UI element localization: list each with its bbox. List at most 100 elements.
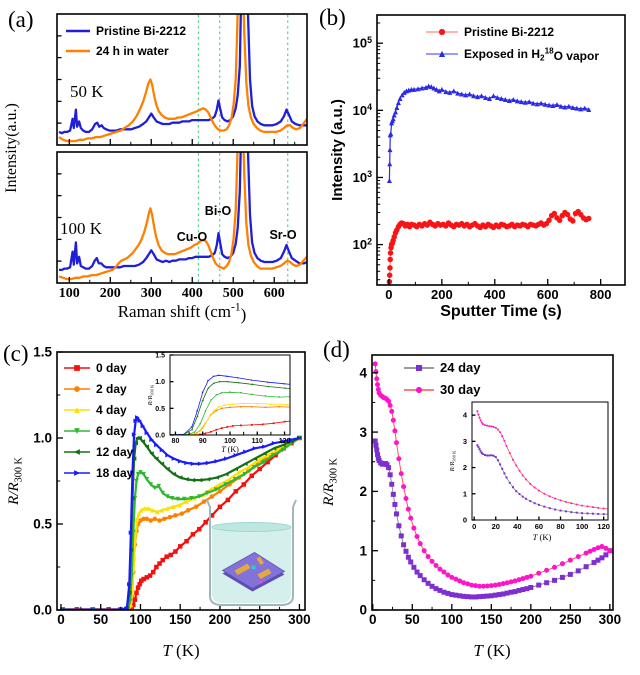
series-Pristine-Bi-2212 [58, 14, 307, 135]
series-6-day [60, 435, 302, 610]
y-axis-title: Intensity (a.u.) [329, 99, 346, 201]
panel-b-sims-chart: 0 200 400 600 800 102 103 104 105 Pristine Bi-221… [329, 14, 626, 320]
legend-label: 24 h in water [96, 44, 169, 58]
y-tick-label: 0.0 [155, 432, 165, 439]
x-tick-label: 120 [279, 438, 291, 445]
y-axis-title: R/R300 K [147, 384, 154, 406]
x-tick-label: 150 [169, 612, 192, 627]
series-30-day [476, 410, 608, 510]
y-tick-label: 0.5 [155, 406, 165, 413]
x-tick-label: 600 [264, 286, 285, 301]
y-axis-title: Intensity(a.u.) [3, 103, 20, 193]
legend-label: 2 day [96, 382, 127, 396]
raman-50K-legend: Pristine Bi-2212 24 h in water [66, 24, 186, 58]
plot-frame [371, 354, 614, 611]
y-tick-label: 1.0 [33, 431, 52, 446]
rt-curves-0-18day-legend: 0 day 2 day 4 day 6 day 12 day 18 day [64, 361, 134, 480]
legend-label: 18 day [96, 466, 134, 480]
series-4-day [61, 435, 302, 610]
raman-100K: 100 200 300 400 500 600 100 K Cu-O Bi-O Sr-O Raman… [3, 103, 308, 324]
panel-label-a: (a) [8, 7, 34, 32]
x-tick-label: 600 [537, 287, 559, 302]
x-tick-label: 300 [141, 286, 162, 301]
x-tick-label: 0 [369, 612, 377, 627]
series-4-day [170, 402, 290, 435]
y-tick-label: 4 [359, 366, 367, 381]
series-Exposed-in-H2-18O-vapor [386, 83, 592, 184]
panel-label-d: (d) [323, 337, 350, 362]
y-tick-label: 1 [359, 543, 367, 558]
series-30-day [372, 361, 613, 589]
x-tick-label: 250 [248, 612, 271, 627]
y-tick-label: 2 [463, 463, 467, 472]
y-tick-label: 102 [353, 236, 372, 252]
x-tick-label: 400 [484, 287, 506, 302]
x-tick-label: 80 [556, 522, 564, 531]
x-axis-title: Raman shift (cm-1) [118, 301, 247, 324]
x-tick-label: 250 [559, 612, 582, 627]
series-18-day [170, 374, 290, 435]
annotation: Cu-O [177, 230, 208, 244]
x-tick-label: 100 [129, 612, 152, 627]
y-tick-label: 3 [359, 425, 367, 440]
y-tick-label: 0.5 [33, 517, 52, 532]
x-tick-label: 50 [405, 612, 420, 627]
x-tick-label: 0 [57, 612, 65, 627]
panel-label-c: (c) [3, 341, 29, 366]
beaker-photo-inset [206, 499, 297, 606]
x-tick-label: 100 [576, 522, 589, 531]
y-axis-title: R/R300 K [449, 450, 456, 472]
x-tick-label: 90 [199, 438, 207, 445]
sims-depth-profile: 0 200 400 600 800 102 103 104 105 Pristine Bi-221… [329, 14, 626, 320]
y-axis-title: R/R300 K [6, 457, 24, 506]
y-tick-label: 0 [463, 516, 467, 525]
annotation: 50 K [70, 82, 104, 101]
beaker-glass [206, 499, 297, 606]
legend-label: 0 day [96, 361, 127, 375]
series-24-day [476, 444, 608, 516]
y-tick-label: 0.0 [33, 603, 52, 618]
series-Pristine-Bi-2212 [386, 208, 592, 285]
legend-label: 30 day [440, 382, 481, 397]
series-24-h-in-water [58, 152, 307, 281]
x-tick-label: 110 [252, 438, 263, 445]
legend-label: 6 day [96, 424, 127, 438]
x-tick-label: 200 [100, 286, 121, 301]
y-tick-label: 2 [359, 484, 367, 499]
x-axis-title: T (K) [473, 641, 510, 660]
y-tick-label: 4 [463, 411, 468, 420]
x-tick-label: 300 [599, 612, 622, 627]
series-Pristine-Bi-2212 [59, 152, 307, 272]
x-axis-title: Sputter Time (s) [440, 303, 562, 320]
legend-label: 4 day [96, 403, 127, 417]
x-tick-label: 200 [520, 612, 543, 627]
inset-80-120K: 80 90 100 110 120 0.0 0.5 1.0 1.5 T (K) R/R300 K [147, 352, 291, 454]
y-tick-label: 104 [353, 102, 372, 118]
x-axis-title: T (K) [533, 532, 552, 542]
x-tick-label: 80 [172, 438, 180, 445]
legend-label: 12 day [96, 445, 134, 459]
series-12-day [170, 380, 290, 435]
x-tick-label: 300 [288, 612, 311, 627]
y-tick-label: 103 [353, 169, 372, 185]
x-axis-title: T (K) [162, 641, 199, 660]
x-tick-label: 60 [535, 522, 543, 531]
y-axis-title: R/R300 K [321, 458, 339, 507]
x-tick-label: 100 [441, 612, 464, 627]
y-tick-label: 1.0 [155, 379, 165, 386]
sample-chip [221, 551, 286, 589]
legend-label: Exposed in H218O vapor [464, 47, 599, 64]
x-tick-label: 0 [472, 522, 476, 531]
x-tick-label: 100 [59, 286, 80, 301]
legend-label: 24 day [440, 360, 481, 375]
x-tick-label: 500 [223, 286, 244, 301]
y-tick-label: 0 [359, 603, 367, 618]
x-tick-label: 400 [182, 286, 203, 301]
x-tick-label: 0 [385, 287, 392, 302]
series-24-h-in-water [58, 14, 307, 143]
y-tick-label: 3 [463, 437, 467, 446]
legend-label: Pristine Bi-2212 [464, 25, 554, 39]
panel-a-raman-chart: 50 K Pristine Bi-2212 24 h in water 100 200 3… [3, 13, 308, 324]
